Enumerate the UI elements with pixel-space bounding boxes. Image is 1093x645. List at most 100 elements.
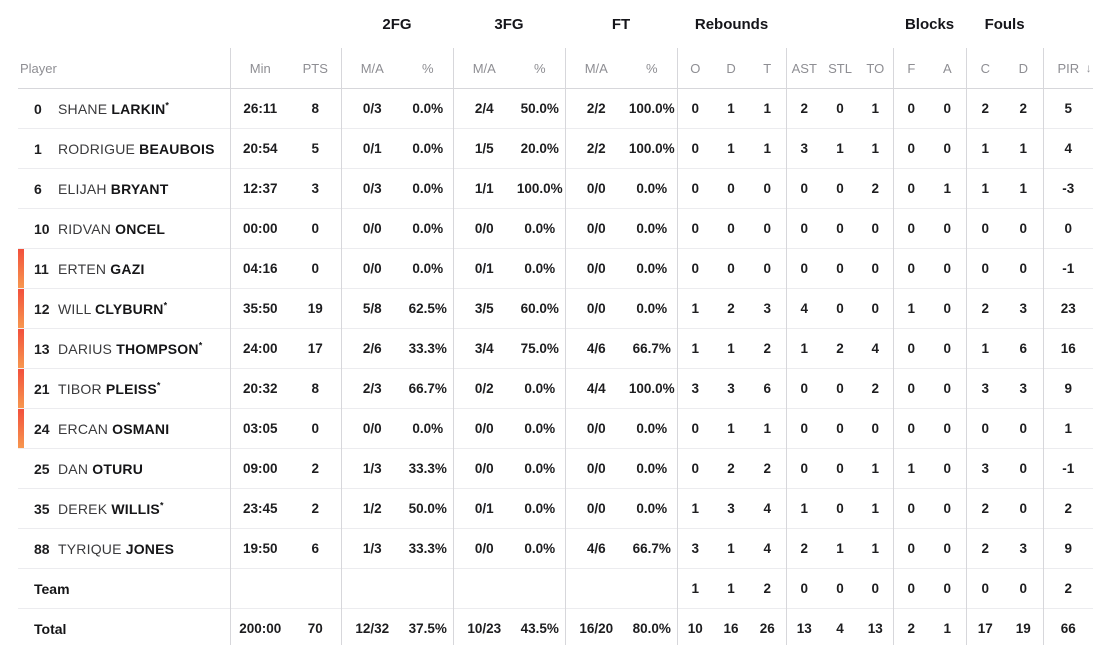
player-row[interactable]: 24 ERCAN OSMANI 03:05 0 0/0 0.0% 0/0 0.0% 0/0 0.0… — [18, 408, 1093, 449]
stat-stl: 0 — [836, 261, 844, 276]
jersey-number: 21 — [34, 380, 50, 397]
team-label: Team — [34, 580, 70, 597]
stat-ftp: 0.0% — [636, 181, 668, 196]
stat-rd: 0 — [727, 261, 735, 276]
stat-bf: 1 — [892, 448, 930, 489]
stat-fg3p: 0.0% — [524, 261, 556, 276]
player-cell: 35 DEREK WILLIS* — [18, 489, 230, 529]
stat-fg3p: 0.0% — [524, 501, 556, 516]
stat-pts — [290, 569, 341, 609]
stat-fg2p: 62.5% — [408, 301, 447, 316]
stat-fd: 3 — [1019, 381, 1028, 396]
stat-bf: 1 — [892, 288, 930, 329]
column-group-header-row: 2FG 3FG FT Rebounds Blocks Fouls — [18, 0, 1093, 48]
stat-rd: 2 — [727, 301, 735, 316]
player-row[interactable]: 6 ELIJAH BRYANT 12:37 3 0/3 0.0% 1/1 100.0% 0/0 0… — [18, 168, 1093, 209]
stat-ro: 0 — [676, 408, 714, 449]
stat-fg2p: 0.0% — [412, 221, 444, 236]
stat-stl: 0 — [836, 101, 844, 116]
stat-fg2p: 0.0% — [412, 261, 444, 276]
player-cell: 25 DAN OTURU — [18, 449, 230, 489]
stat-stl: 0 — [836, 461, 844, 476]
player-row[interactable]: 25 DAN OTURU 09:00 2 1/3 33.3% 0/0 0.0% 0/0 0.0% 0… — [18, 448, 1093, 489]
starter-mark: * — [165, 99, 169, 110]
stat-to: 2 — [871, 381, 880, 396]
stat-ftp: 0.0% — [636, 421, 668, 436]
stat-fg2p: 0.0% — [412, 101, 444, 116]
stat-ft: 4/6 — [564, 328, 627, 369]
player-row[interactable]: 0 SHANE LARKIN* 26:11 8 0/3 0.0% 2/4 50.0% 2/2 10… — [18, 88, 1093, 129]
stat-ftp: 80.0% — [632, 621, 671, 636]
stat-ba: 0 — [943, 461, 952, 476]
on-court-indicator — [18, 409, 24, 448]
player-last-name: PLEISS — [105, 380, 157, 397]
stat-stl: 4 — [836, 621, 844, 636]
sort-arrow-icon[interactable]: ↓ — [1085, 61, 1092, 75]
stat-fg2: 0/3 — [340, 88, 403, 129]
stat-ft: 0/0 — [564, 248, 627, 289]
stat-ba: 0 — [943, 261, 952, 276]
stat-ba: 0 — [943, 341, 952, 356]
on-court-indicator — [18, 369, 24, 408]
player-row[interactable]: 13 DARIUS THOMPSON* 24:00 17 2/6 33.3% 3/4 75.0… — [18, 328, 1093, 369]
player-first-name: RODRIGUE — [58, 140, 140, 157]
stat-fg2: 1/3 — [340, 528, 403, 569]
stat-pir: 5 — [1042, 88, 1093, 129]
stat-stl: 1 — [836, 141, 844, 156]
stat-ast: 0 — [785, 368, 823, 409]
stat-to: 1 — [871, 541, 880, 556]
jersey-number: 88 — [34, 540, 50, 557]
player-last-name: ONCEL — [115, 220, 166, 237]
stat-rt: 6 — [763, 381, 772, 396]
stat-fg2: 1/3 — [340, 448, 403, 489]
stat-fd: 6 — [1019, 341, 1028, 356]
player-row[interactable]: 12 WILL CLYBURN* 35:50 19 5/8 62.5% 3/5 60.0% 0/… — [18, 288, 1093, 329]
stat-pts: 70 — [307, 621, 323, 636]
stat-rt: 0 — [763, 181, 772, 196]
stat-fg2: 2/3 — [340, 368, 403, 409]
player-row[interactable]: 11 ERTEN GAZI 04:16 0 0/0 0.0% 0/1 0.0% 0/0 0.0% 0… — [18, 248, 1093, 289]
stat-fg2: 0/0 — [340, 408, 403, 449]
stat-to: 0 — [871, 221, 880, 236]
player-row[interactable]: 10 RIDVAN ONCEL 00:00 0 0/0 0.0% 0/0 0.0% 0/0 0.0… — [18, 208, 1093, 249]
stat-ast: 0 — [785, 248, 823, 289]
on-court-indicator — [18, 329, 24, 368]
col-header-pir[interactable]: PIR ↓ — [1042, 48, 1093, 89]
stat-fc: 1 — [965, 328, 1005, 369]
stat-fd: 1 — [1019, 181, 1028, 196]
stat-bf: 0 — [892, 248, 930, 289]
stat-fg2p: 50.0% — [408, 501, 447, 516]
player-row[interactable]: 35 DEREK WILLIS* 23:45 2 1/2 50.0% 0/1 0.0% 0/0 0… — [18, 488, 1093, 529]
stat-rd: 1 — [727, 101, 735, 116]
stat-fc: 0 — [965, 408, 1005, 449]
stat-rd: 1 — [727, 421, 735, 436]
stat-fc: 0 — [965, 208, 1005, 249]
player-row[interactable]: 88 TYRIQUE JONES 19:50 6 1/3 33.3% 0/0 0.0% 4/6 6… — [18, 528, 1093, 569]
player-row[interactable]: 1 RODRIGUE BEAUBOIS 20:54 5 0/1 0.0% 1/5 20.0% 2… — [18, 128, 1093, 169]
stat-to: 1 — [871, 141, 880, 156]
stat-fc: 3 — [965, 368, 1005, 409]
stat-rd: 1 — [727, 581, 735, 596]
stat-ftp: 100.0% — [628, 101, 675, 116]
stat-fg3p: 0.0% — [524, 541, 556, 556]
stat-pir: 4 — [1042, 128, 1093, 169]
stat-fc: 2 — [965, 88, 1005, 129]
stat-ast: 13 — [785, 608, 823, 645]
player-row[interactable]: 21 TIBOR PLEISS* 20:32 8 2/3 66.7% 0/2 0.0% 4/4 1… — [18, 368, 1093, 409]
stat-fd: 0 — [1019, 421, 1028, 436]
stat-ba: 1 — [943, 621, 952, 636]
stat-min: 20:54 — [229, 128, 290, 169]
stat-stl: 2 — [836, 341, 844, 356]
stat-fc: 3 — [965, 448, 1005, 489]
jersey-number: 11 — [34, 260, 49, 277]
stat-to: 1 — [871, 461, 880, 476]
stat-stl: 1 — [836, 541, 844, 556]
stat-fg2: 12/32 — [340, 608, 403, 645]
stat-min: 00:00 — [229, 208, 290, 249]
player-last-name: GAZI — [110, 260, 145, 277]
col-header-foul-c: C — [965, 48, 1005, 89]
stat-fg2: 5/8 — [340, 288, 403, 329]
stat-rt: 0 — [763, 221, 772, 236]
stat-pir: 9 — [1042, 528, 1093, 569]
stat-fg3: 0/1 — [452, 488, 515, 529]
